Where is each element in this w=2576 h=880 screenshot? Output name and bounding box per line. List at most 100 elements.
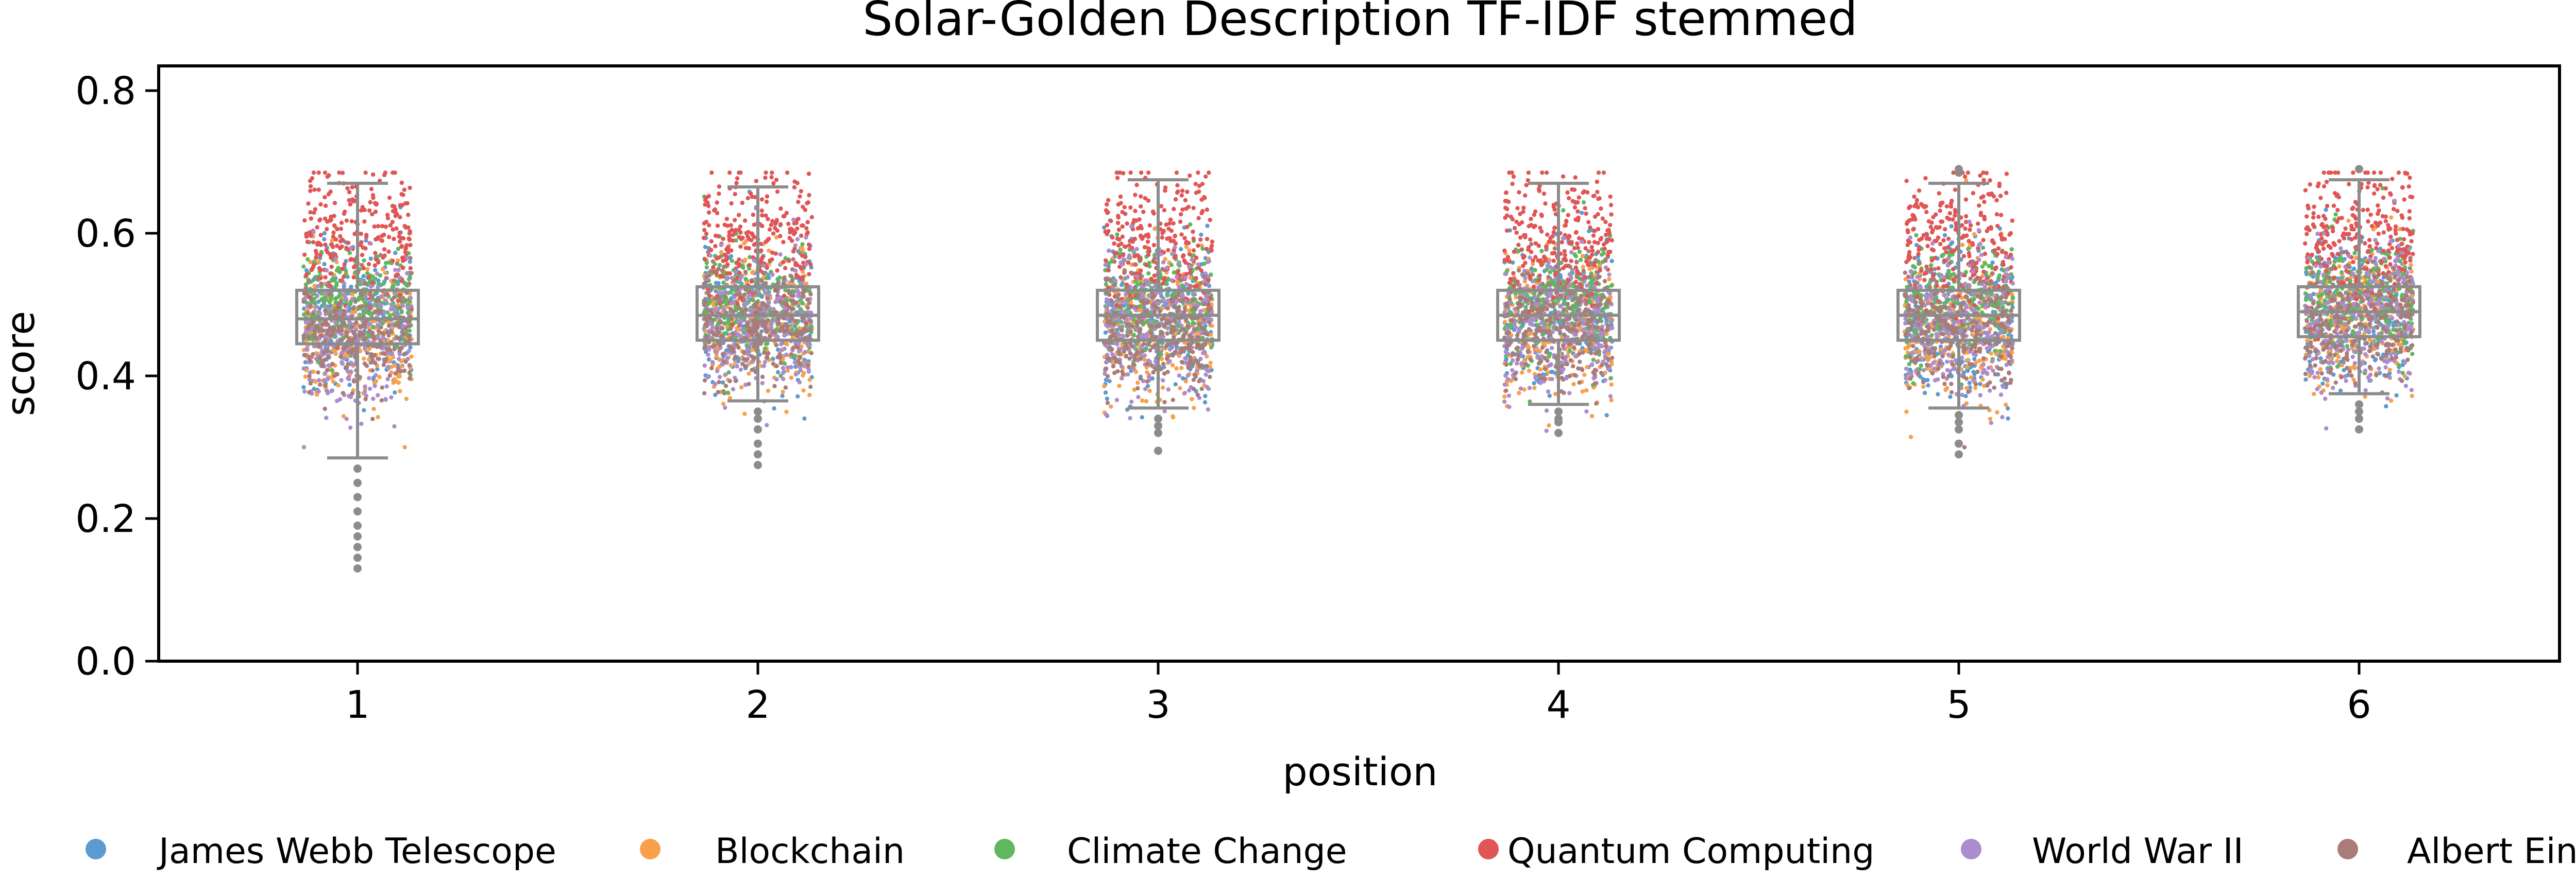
data-point bbox=[785, 170, 790, 175]
data-point bbox=[1146, 252, 1151, 257]
data-point bbox=[323, 383, 328, 388]
data-point bbox=[736, 213, 741, 217]
data-point bbox=[399, 244, 404, 248]
data-point bbox=[402, 223, 407, 229]
data-point bbox=[1129, 296, 1134, 301]
data-point bbox=[1152, 309, 1157, 314]
data-point bbox=[340, 337, 344, 342]
data-point bbox=[334, 283, 339, 288]
data-point bbox=[748, 308, 752, 313]
data-point bbox=[1161, 361, 1166, 367]
data-point bbox=[386, 235, 392, 239]
data-point bbox=[387, 195, 392, 200]
data-point bbox=[1173, 245, 1177, 250]
data-point bbox=[1140, 284, 1144, 289]
data-point bbox=[384, 261, 388, 266]
data-point bbox=[1142, 341, 1146, 347]
data-point bbox=[329, 255, 333, 260]
data-point bbox=[1170, 299, 1175, 303]
data-point bbox=[1199, 363, 1204, 368]
data-point bbox=[703, 300, 708, 304]
data-point bbox=[1547, 423, 1551, 428]
data-point bbox=[785, 323, 790, 329]
data-point bbox=[1144, 332, 1149, 337]
data-point bbox=[809, 351, 814, 355]
data-point bbox=[778, 222, 783, 227]
data-point bbox=[765, 194, 770, 199]
data-point bbox=[390, 305, 395, 310]
data-point bbox=[802, 329, 807, 334]
data-point bbox=[318, 333, 324, 338]
data-point bbox=[1133, 262, 1138, 267]
data-point bbox=[1118, 304, 1123, 308]
data-point bbox=[1198, 237, 1203, 242]
data-point bbox=[1180, 346, 1184, 351]
data-point bbox=[338, 227, 344, 231]
data-point bbox=[798, 265, 803, 269]
data-point bbox=[304, 272, 309, 277]
data-point bbox=[770, 272, 775, 277]
data-point bbox=[1186, 342, 1191, 347]
data-point bbox=[768, 258, 772, 263]
data-point bbox=[342, 308, 346, 314]
data-point bbox=[367, 386, 372, 391]
data-point bbox=[793, 372, 799, 377]
data-point bbox=[1146, 232, 1150, 237]
data-point bbox=[800, 223, 804, 228]
data-point bbox=[1190, 257, 1194, 262]
data-point bbox=[1144, 320, 1149, 325]
data-point bbox=[402, 187, 406, 192]
data-point bbox=[304, 234, 309, 239]
data-point bbox=[1188, 270, 1193, 275]
data-point bbox=[745, 357, 750, 361]
data-point bbox=[398, 292, 402, 297]
data-point bbox=[739, 273, 744, 278]
data-point bbox=[302, 389, 307, 394]
data-point bbox=[404, 243, 409, 248]
data-point bbox=[1183, 379, 1188, 384]
data-point bbox=[1105, 229, 1110, 234]
data-point bbox=[728, 290, 733, 295]
data-point bbox=[316, 360, 320, 365]
data-point bbox=[772, 384, 777, 388]
data-point bbox=[397, 239, 402, 244]
data-point bbox=[1115, 369, 1120, 374]
data-point bbox=[1149, 334, 1155, 339]
data-point bbox=[389, 395, 394, 400]
data-point bbox=[351, 330, 356, 334]
data-point bbox=[722, 391, 727, 395]
data-point bbox=[1149, 363, 1154, 368]
data-point bbox=[762, 290, 768, 295]
data-point bbox=[334, 399, 340, 403]
data-point bbox=[761, 350, 767, 355]
data-point bbox=[1179, 359, 1184, 365]
data-point bbox=[1193, 374, 1198, 379]
data-point bbox=[334, 260, 339, 265]
data-point bbox=[1205, 297, 1210, 302]
data-point bbox=[730, 258, 735, 263]
data-point bbox=[408, 255, 413, 261]
data-point bbox=[1547, 393, 1552, 398]
data-point bbox=[722, 222, 727, 227]
data-point bbox=[1120, 234, 1125, 239]
data-point bbox=[1120, 262, 1125, 267]
data-point bbox=[1200, 346, 1205, 351]
data-point bbox=[312, 309, 317, 314]
data-point bbox=[735, 364, 739, 369]
data-point bbox=[1173, 197, 1178, 202]
data-point bbox=[781, 389, 785, 394]
data-point bbox=[795, 226, 800, 231]
data-point bbox=[796, 217, 801, 221]
data-point bbox=[1195, 361, 1200, 366]
data-point bbox=[1207, 306, 1211, 310]
data-point bbox=[382, 247, 387, 252]
data-point bbox=[808, 262, 813, 267]
data-point bbox=[713, 296, 717, 301]
data-point bbox=[301, 299, 306, 304]
data-point bbox=[1202, 302, 1207, 306]
data-point bbox=[1192, 306, 1196, 311]
data-point bbox=[1139, 170, 1144, 175]
data-point bbox=[1194, 255, 1199, 260]
data-point bbox=[327, 355, 331, 360]
data-point bbox=[1110, 235, 1115, 240]
